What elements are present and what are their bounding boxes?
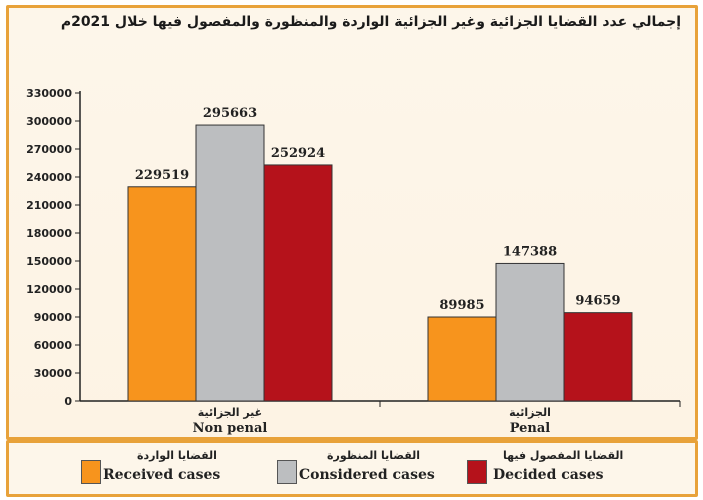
data-label: 229519 — [135, 168, 189, 183]
x-category-label-ar: الجزائية — [509, 406, 551, 419]
y-tick-label: 270000 — [26, 143, 72, 156]
y-tick-label: 30000 — [34, 367, 73, 380]
x-category-label-ar: غير الجزائية — [198, 406, 262, 419]
y-tick-label: 150000 — [26, 255, 72, 268]
legend-label-ar-received: القضايا الواردة — [137, 449, 217, 462]
y-tick-label: 0 — [64, 395, 72, 408]
legend-swatch-received — [81, 460, 101, 484]
bar — [427, 316, 497, 402]
legend-label-decided: Decided cases — [493, 467, 604, 483]
legend: القضايا الواردة Received cases القضايا ا… — [6, 440, 698, 497]
data-label: 147388 — [503, 244, 557, 259]
data-label: 295663 — [203, 106, 257, 121]
bar — [495, 262, 565, 402]
chart-title: إجمالي عدد القضايا الجزائية وغير الجزائي… — [60, 14, 681, 30]
legend-swatch-decided — [467, 460, 487, 484]
y-tick-label: 210000 — [26, 199, 72, 212]
y-tick-label: 330000 — [26, 87, 72, 100]
x-category-label: Penal — [510, 421, 551, 436]
bar — [195, 124, 265, 402]
legend-label-received: Received cases — [103, 467, 221, 483]
legend-label-considered: Considered cases — [299, 467, 435, 483]
data-label: 252924 — [271, 146, 325, 161]
legend-label-ar-decided: القضايا المفصول فيها — [503, 449, 624, 462]
data-label: 89985 — [439, 298, 484, 313]
y-tick-label: 240000 — [26, 171, 72, 184]
bar — [263, 164, 333, 402]
bar — [563, 312, 633, 402]
y-tick-label: 60000 — [34, 339, 73, 352]
data-label: 94659 — [575, 294, 620, 309]
y-tick-label: 90000 — [34, 311, 73, 324]
x-category-label: Non penal — [193, 421, 268, 436]
legend-swatch-considered — [277, 460, 297, 484]
legend-label-ar-considered: القضايا المنظورة — [327, 449, 421, 462]
y-tick-label: 300000 — [26, 115, 72, 128]
y-tick-label: 180000 — [26, 227, 72, 240]
bar-chart: 0 30000 60000 90000 120000 150000 180000 210000… — [26, 87, 681, 436]
bar — [127, 186, 197, 402]
y-tick-label: 120000 — [26, 283, 72, 296]
